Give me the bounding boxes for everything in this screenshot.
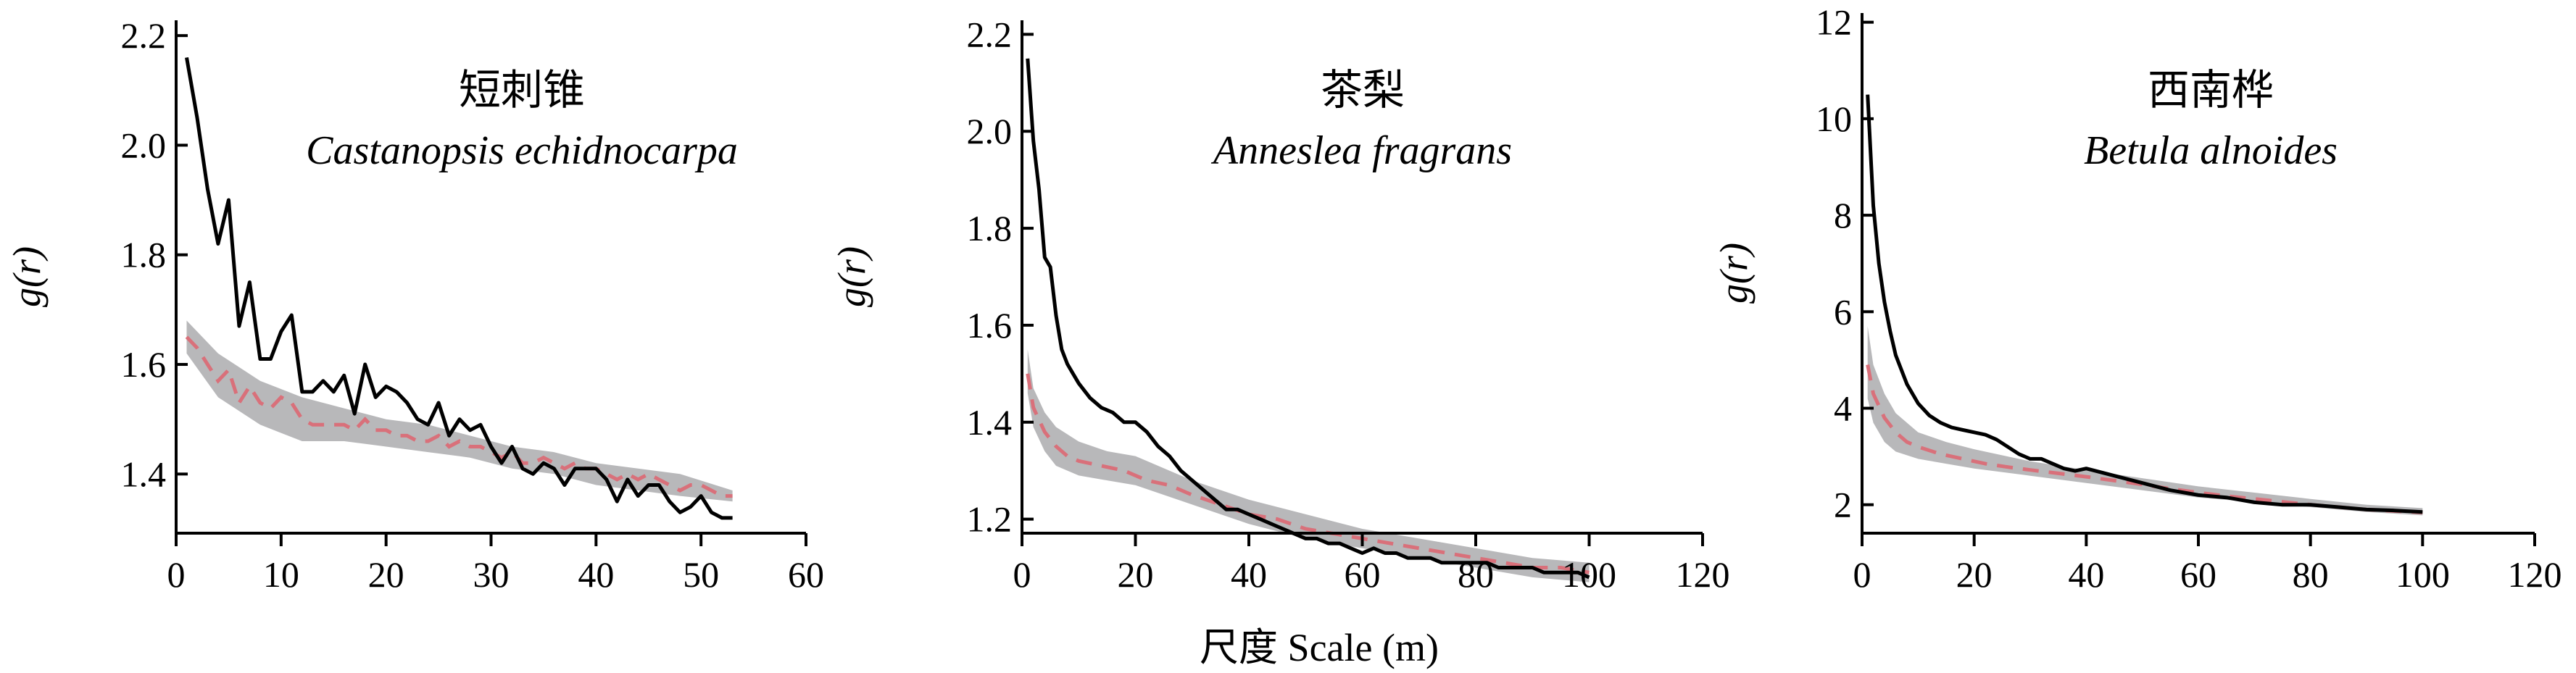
panel-castanopsis: 1.4 1.6 1.8 2.0 2.2 0 10 20 30 40 50 60 短刺锥 Castanops…	[5, 15, 824, 595]
y-tick-label: 6	[1834, 291, 1852, 332]
y-axis-label: g(r)	[5, 246, 49, 307]
x-tick-label: 30	[473, 554, 510, 595]
x-tick-label: 10	[263, 554, 299, 595]
y-tick-label: 2.2	[967, 14, 1013, 54]
x-tick-label: 100	[1562, 554, 1616, 595]
y-tick-label: 8	[1834, 195, 1852, 235]
x-tick-label: 40	[2068, 554, 2104, 595]
x-tick-label: 50	[683, 554, 719, 595]
x-axis-label: 尺度 Scale (m)	[1200, 626, 1439, 669]
simulation-envelope	[1027, 349, 1590, 582]
x-tick-label: 20	[368, 554, 404, 595]
y-tick-label: 2.2	[121, 15, 167, 56]
panel-title-latin: Castanopsis echidnocarpa	[306, 128, 738, 173]
x-tick-label: 0	[1853, 554, 1871, 595]
y-axis-label: g(r)	[1712, 243, 1756, 304]
y-tick-label: 2.0	[121, 125, 167, 165]
mean-series-line	[185, 335, 733, 498]
observed-series-line	[1866, 94, 2423, 514]
y-axis-label: g(r)	[830, 246, 873, 307]
y-tick-label: 1.2	[967, 499, 1013, 540]
x-tick-label: 80	[1458, 554, 1494, 595]
x-tick-label: 20	[1118, 554, 1154, 595]
x-tick-label: 120	[2508, 554, 2562, 595]
y-tick-label: 1.4	[967, 402, 1013, 443]
x-tick-label: 100	[2396, 554, 2450, 595]
y-tick-label: 1.4	[121, 453, 167, 494]
x-tick-label: 20	[1956, 554, 1993, 595]
x-tick-label: 0	[1013, 554, 1031, 595]
x-tick-label: 120	[1676, 554, 1730, 595]
y-tick-label: 12	[1816, 2, 1852, 43]
panel-title-latin: Anneslea fragrans	[1210, 128, 1512, 173]
x-tick-label: 40	[578, 554, 614, 595]
y-tick-label: 1.6	[967, 305, 1013, 346]
y-tick-label: 1.8	[967, 208, 1013, 248]
x-tick-label: 0	[167, 554, 186, 595]
x-tick-label: 60	[2180, 554, 2216, 595]
panel-anneslea: 1.2 1.4 1.6 1.8 2.0 2.2 0 20 40 60 80 100 120 茶梨 Annes…	[830, 14, 1730, 595]
observed-series-line	[1026, 58, 1590, 580]
y-tick-label: 1.8	[121, 235, 167, 275]
simulation-envelope	[1867, 326, 2423, 516]
x-tick-label: 60	[1345, 554, 1381, 595]
panel-title-chinese: 西南桦	[2148, 67, 2274, 114]
panel-title-chinese: 茶梨	[1321, 67, 1405, 114]
y-tick-label: 10	[1816, 99, 1852, 139]
y-tick-label: 2.0	[967, 111, 1013, 151]
y-tick-label: 4	[1834, 388, 1852, 428]
y-tick-label: 1.6	[121, 344, 167, 385]
y-tick-label: 2	[1834, 485, 1852, 525]
x-tick-label: 80	[2293, 554, 2329, 595]
simulation-envelope	[186, 320, 733, 502]
panel-title-chinese: 短刺锥	[459, 67, 585, 114]
observed-series-line	[185, 57, 733, 520]
panel-title-latin: Betula alnoides	[2084, 128, 2338, 173]
x-tick-label: 40	[1231, 554, 1267, 595]
x-tick-label: 60	[788, 554, 824, 595]
